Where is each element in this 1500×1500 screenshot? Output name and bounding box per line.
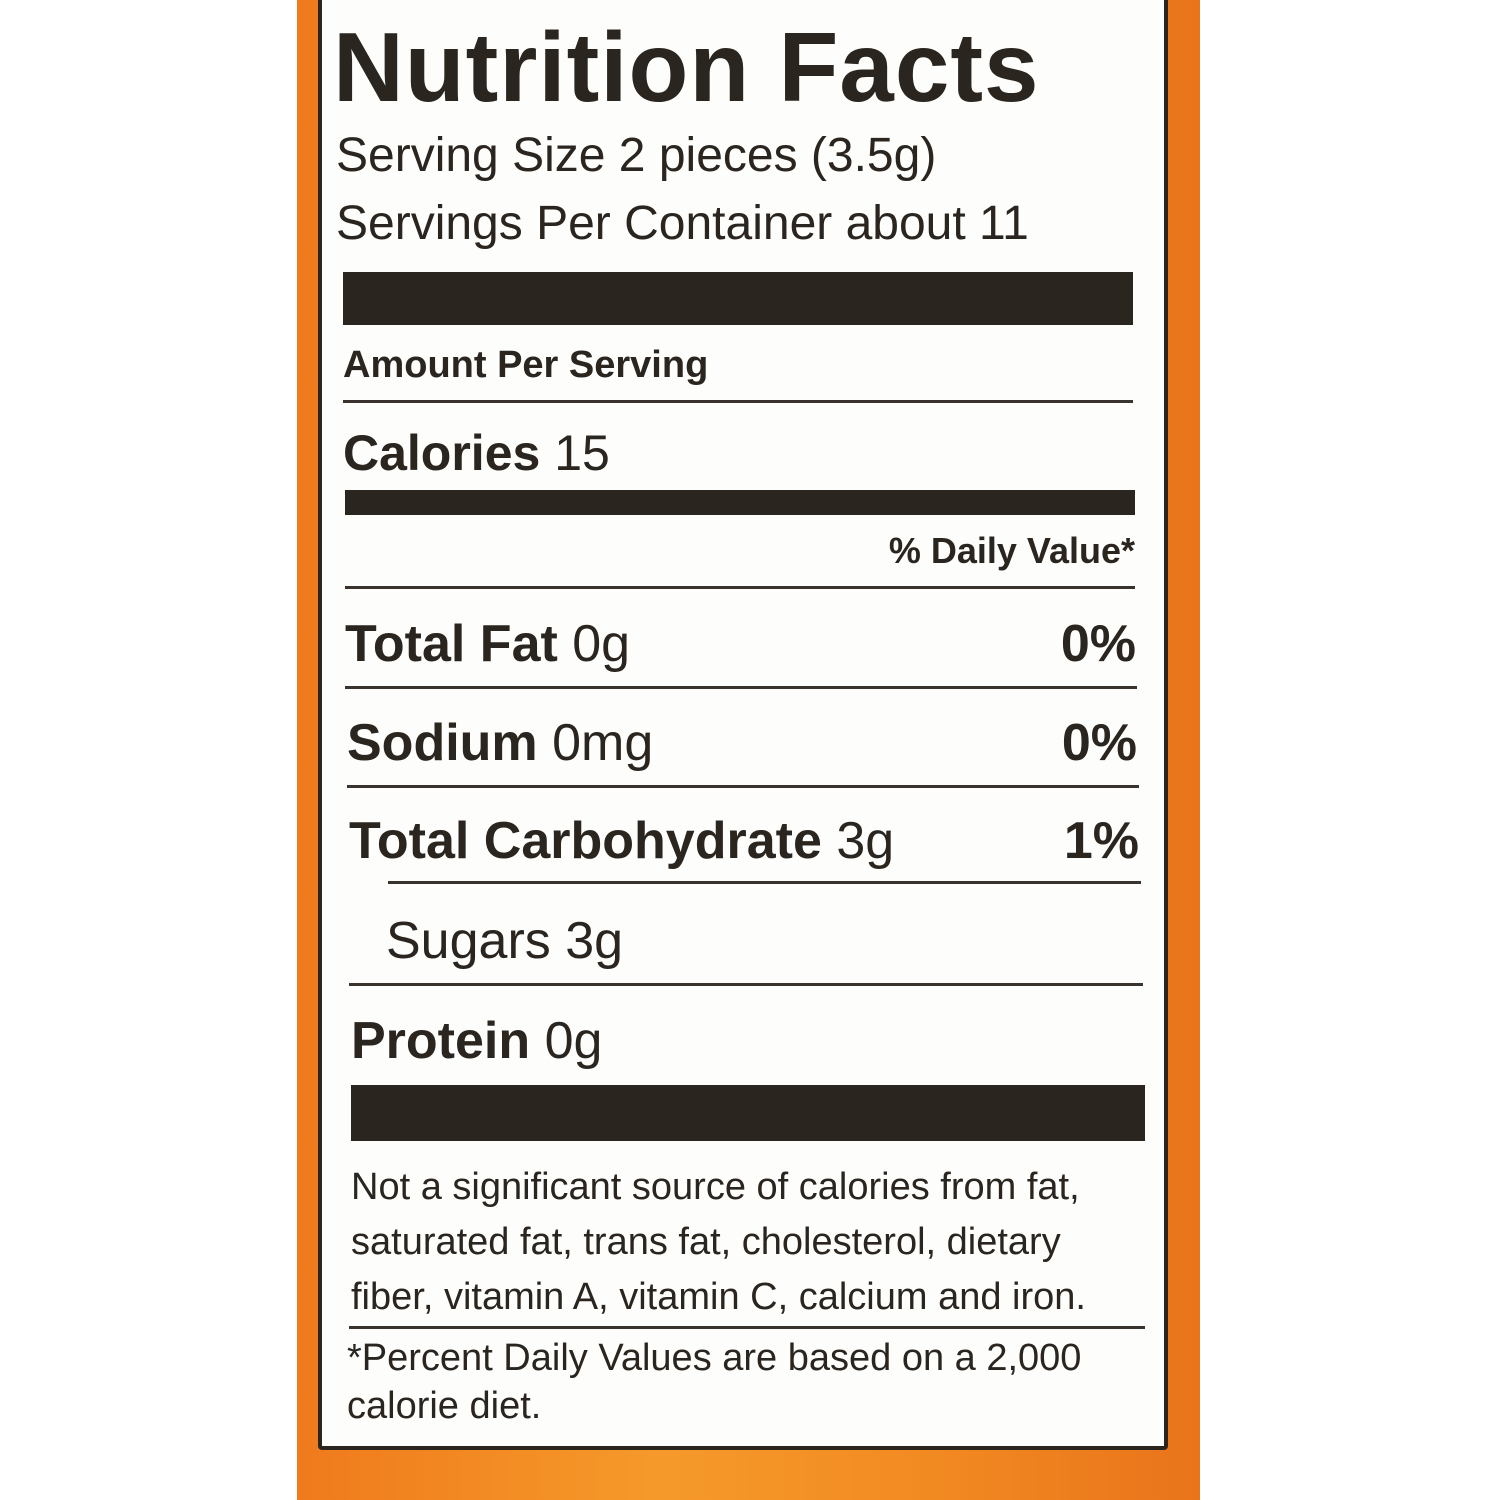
- amount-per-serving: Amount Per Serving: [343, 344, 709, 386]
- rule: [349, 983, 1143, 986]
- nutrient-name: Total Carbohydrate: [349, 812, 822, 870]
- daily-value-header: % Daily Value*: [888, 530, 1135, 571]
- nutrient-dv: 0%: [1060, 615, 1136, 673]
- nutrient-dv: 1%: [1063, 812, 1139, 870]
- calories-row: Calories 15: [343, 428, 610, 478]
- nutrition-label: [318, 0, 1168, 1450]
- rule: [347, 785, 1139, 788]
- nutrient-amount: 0mg: [552, 714, 654, 772]
- nutrient-dv: 0%: [1061, 714, 1137, 772]
- footnote-dv: *Percent Daily Values are based on a 2,0…: [347, 1337, 1082, 1427]
- nutrient-row: Total Carbohydrate 3g: [349, 815, 894, 867]
- nutrient-row: Total Fat 0g: [345, 618, 630, 670]
- nutrient-amount: 3g: [565, 912, 624, 970]
- rule: [388, 881, 1141, 884]
- nutrient-amount: 0g: [544, 1012, 603, 1070]
- serving-size: Serving Size 2 pieces (3.5g): [336, 129, 937, 182]
- nutrient-row: Sodium 0mg: [347, 717, 653, 769]
- calories-value: 15: [554, 425, 610, 481]
- rule: [345, 586, 1135, 589]
- nutrient-amount: 0g: [572, 615, 631, 673]
- rule: [349, 1326, 1145, 1329]
- nutrient-name: Protein: [351, 1012, 531, 1070]
- servings-per-container: Servings Per Container about 11: [336, 197, 1029, 250]
- footnote-sources: Not a significant source of calories fro…: [351, 1166, 1086, 1318]
- medium-bar: [345, 490, 1135, 515]
- nutrient-row: Sugars 3g: [386, 915, 623, 967]
- rule: [343, 400, 1133, 403]
- thick-bar: [343, 272, 1133, 325]
- calories-label: Calories: [343, 425, 541, 481]
- rule: [345, 686, 1137, 689]
- nutrient-name: Sugars: [386, 912, 551, 970]
- nutrient-name: Sodium: [347, 714, 538, 772]
- thick-bar: [351, 1085, 1145, 1141]
- title: Nutrition Facts: [333, 12, 1040, 122]
- nutrient-name: Total Fat: [345, 615, 558, 673]
- nutrient-row: Protein 0g: [351, 1015, 602, 1067]
- nutrient-amount: 3g: [836, 812, 895, 870]
